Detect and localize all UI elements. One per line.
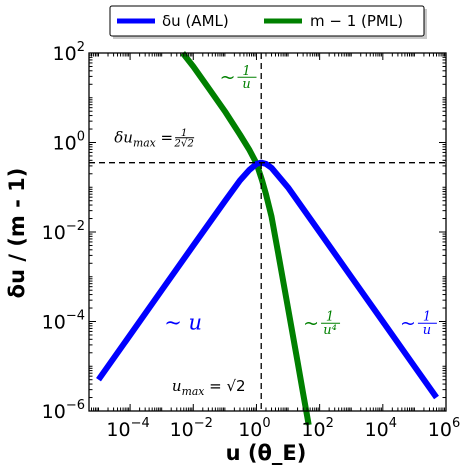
y-axis-label: δu / (m - 1) (5, 168, 29, 299)
annotation-dumax: δumax = 12√2 (114, 128, 195, 150)
legend-label-aml: δu (AML) (162, 12, 229, 30)
annotation-frac-num: 1 (423, 310, 431, 325)
y-tick-label: 100 (53, 130, 85, 155)
x-axis-label-text: u (θ_E) (226, 441, 307, 465)
x-tick-label: 10−2 (170, 416, 213, 441)
annotation-pml_low: ~ 1u (220, 64, 257, 92)
x-axis: 10−4 10−2 100 102 104 106 (88, 53, 460, 441)
x-tick-label: 10−4 (106, 416, 149, 441)
annotation-umax: umax = √2 (172, 377, 246, 398)
annotation-frac-num: 1 (181, 128, 187, 139)
series-layer (96, 51, 439, 426)
plot-frame (88, 52, 447, 412)
x-axis-label: u (θ_E) (226, 441, 307, 465)
annotation-aml_low: ~ u (164, 310, 202, 334)
annotation-frac-den: u⁴ (323, 323, 337, 338)
annotation-frac-den: u (423, 323, 431, 338)
y-tick-label: 10−6 (42, 398, 85, 423)
x-tick-label: 100 (238, 416, 270, 441)
legend: δu (AML) m − 1 (PML) (109, 5, 427, 39)
annotation-text: ~ (220, 66, 236, 88)
x-tick-label: 102 (301, 416, 333, 441)
annotation-aml_high: ~ 1u (400, 310, 437, 338)
annotation-frac-den: u (242, 77, 250, 92)
annotation-text: ~ (303, 312, 319, 334)
annotation-text: ~ (400, 312, 416, 334)
annotation-pml_high: ~ 1u⁴ (303, 310, 341, 338)
annotation-text: ~ u (164, 310, 202, 334)
y-axis: 10−6 10−4 10−2 100 102 (42, 40, 446, 423)
annotation-text: δumax = (114, 129, 173, 150)
reference-lines (89, 53, 446, 411)
annotation-text: umax = √2 (172, 377, 246, 398)
y-tick-label: 10−2 (42, 219, 85, 244)
series-line-pml (180, 51, 312, 426)
x-tick-label: 104 (365, 416, 397, 441)
legend-label-pml: m − 1 (PML) (310, 12, 403, 30)
y-tick-label: 10−4 (42, 309, 85, 334)
annotation-frac-num: 1 (326, 310, 334, 325)
annotation-frac-den: 2√2 (173, 137, 193, 149)
annotation-frac-num: 1 (242, 64, 250, 79)
y-tick-label: 102 (53, 40, 85, 65)
x-tick-label: 106 (428, 416, 460, 441)
